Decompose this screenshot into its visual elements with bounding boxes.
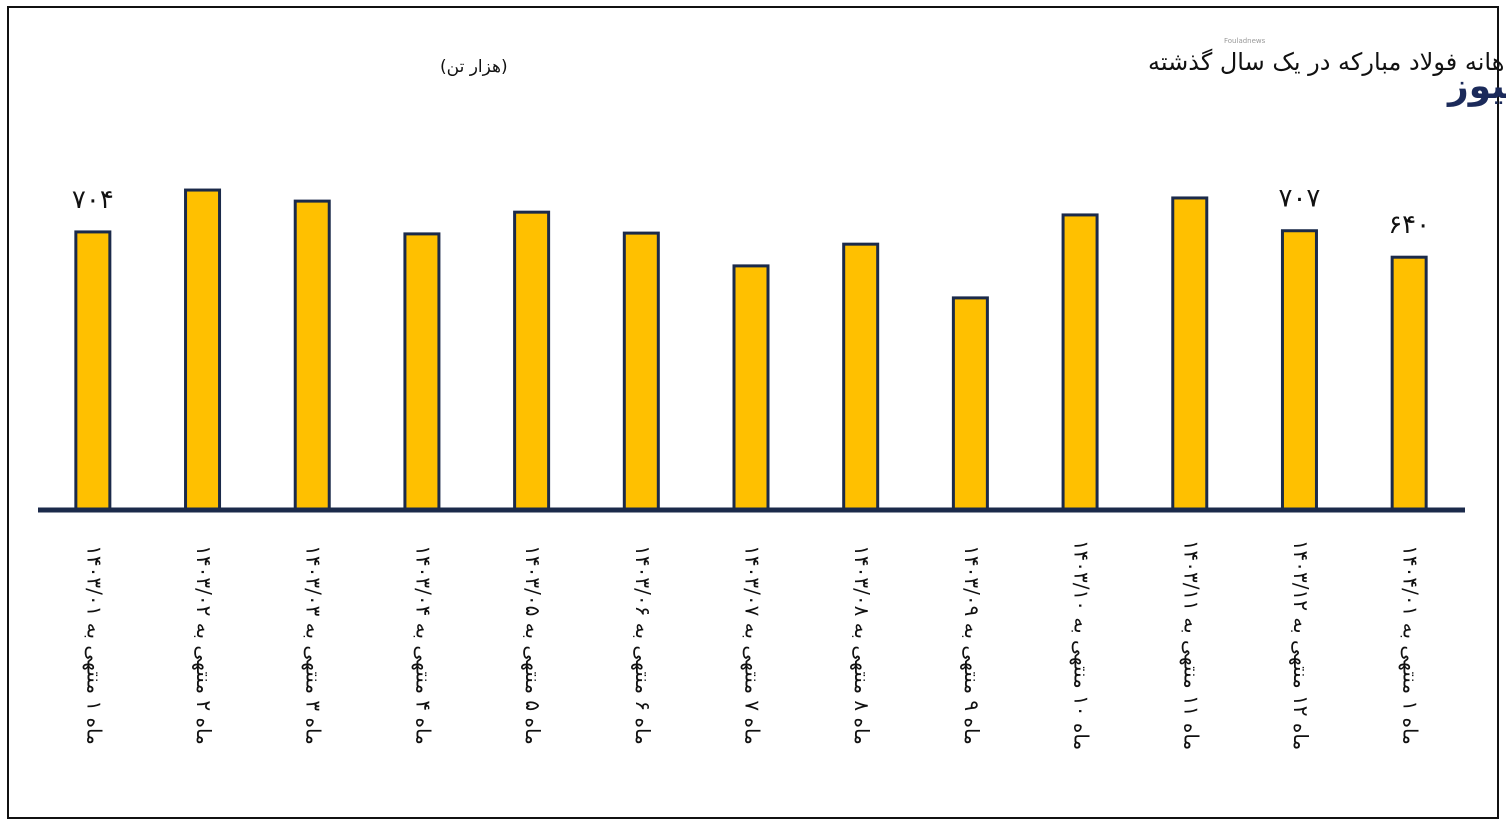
value-label: ۶۴۰	[1388, 210, 1430, 240]
bar	[951, 296, 989, 512]
x-tick-label: ماه ۲ منتهی به ۱۴۰۳/۰۲	[192, 545, 216, 745]
x-tick-label: ماه ۱۱ منتهی به ۱۴۰۳/۱۱	[1179, 540, 1203, 750]
x-tick-label: ماه ۵ منتهی به ۱۴۰۳/۰۵	[521, 545, 545, 745]
bar	[1171, 196, 1209, 512]
x-tick-label: ماه ۱ منتهی به ۱۴۰۳/۰۱	[82, 545, 106, 745]
bar	[842, 242, 880, 512]
bar	[513, 210, 551, 512]
chart-title: مقدار کل فروش ماهانه فولاد مبارکه در یک …	[1148, 48, 1506, 76]
x-tick-label: ماه ۶ منتهی به ۱۴۰۳/۰۶	[631, 545, 655, 745]
bar	[184, 188, 222, 512]
bar	[74, 230, 112, 512]
value-label: ۷۰۷	[1279, 184, 1321, 214]
x-tick-label: ماه ۴ منتهی به ۱۴۰۳/۰۴	[411, 545, 435, 745]
logo: فولاد نیوز	[1446, 66, 1506, 107]
x-tick-label: ماه ۷ منتهی به ۱۴۰۳/۰۷	[741, 545, 765, 745]
frame	[7, 6, 1499, 819]
x-tick-label: ماه ۱۲ منتهی به ۱۴۰۳/۱۲	[1289, 540, 1313, 750]
x-tick-label: ماه ۱ منتهی به ۱۴۰۴/۰۱	[1399, 545, 1423, 745]
x-tick-label: ماه ۳ منتهی به ۱۴۰۳/۰۳	[302, 545, 326, 745]
bar	[1280, 229, 1318, 512]
value-label: ۷۰۴	[72, 185, 114, 215]
x-tick-label: ماه ۸ منتهی به ۱۴۰۳/۰۸	[850, 545, 874, 745]
bar	[622, 231, 660, 512]
bar	[732, 264, 770, 512]
x-tick-label: ماه ۹ منتهی به ۱۴۰۳/۰۹	[960, 545, 984, 745]
chart-subtitle: (هزار تن)	[440, 57, 508, 77]
bar	[1061, 213, 1099, 512]
bar	[403, 232, 441, 512]
logo-caption: Fouladnews	[1224, 37, 1266, 45]
x-tick-label: ماه ۱۰ منتهی به ۱۴۰۳/۱۰	[1070, 540, 1094, 750]
bar	[293, 199, 331, 512]
bar	[1390, 255, 1428, 512]
